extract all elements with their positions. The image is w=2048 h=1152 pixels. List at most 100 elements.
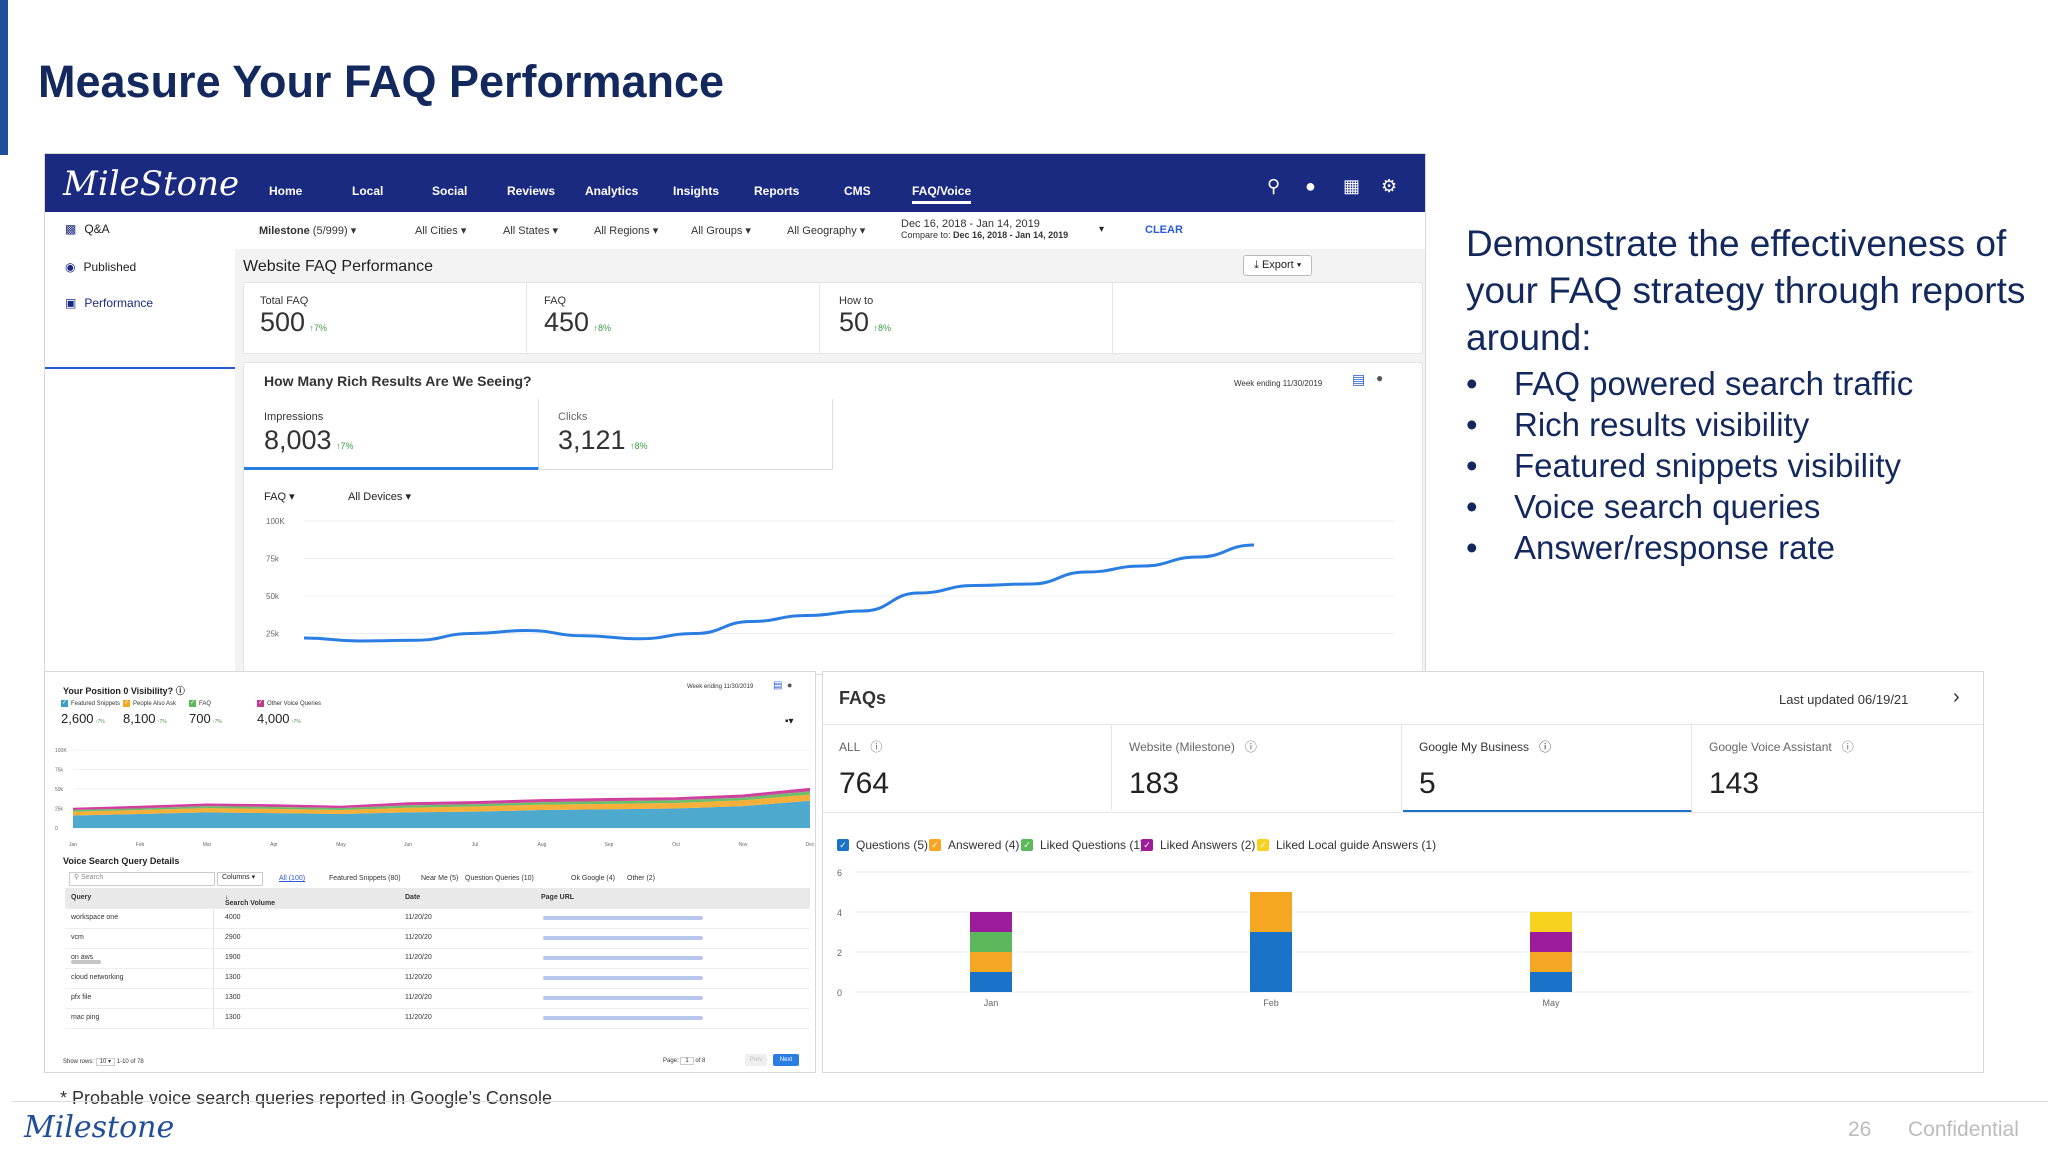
apps-grid-icon[interactable]: ▦ (1343, 176, 1361, 196)
clicks-tab[interactable]: Clicks 3,121 ↑8% (538, 399, 833, 470)
cities-filter[interactable]: All Cities ▾ (415, 225, 467, 237)
checkbox-icon[interactable]: ✓ (189, 700, 196, 707)
export-button[interactable]: ⤓ Export ▾ (1243, 255, 1313, 276)
gear-icon[interactable]: ⚙ (1381, 176, 1398, 196)
impressions-tab[interactable]: Impressions 8,003 ↑7% (244, 399, 539, 470)
checkbox-icon[interactable]: ✓ (123, 700, 130, 707)
table-row[interactable]: vcm 2900 11/20/20 (65, 928, 810, 949)
tab-other[interactable]: Other (2) (627, 875, 656, 882)
bar-segment[interactable] (1250, 892, 1292, 932)
sidebar-item-performance[interactable]: ▣ Performance (65, 296, 153, 310)
legend-item[interactable]: ✓ Liked Questions (1) (1021, 838, 1144, 852)
prev-button[interactable]: Prev (745, 1054, 767, 1066)
groups-filter[interactable]: All Groups ▾ (691, 225, 751, 237)
x-tick-label: Feb (136, 842, 145, 848)
table-row[interactable]: mac ping 1300 11/20/20 (65, 1008, 810, 1029)
legend-item[interactable]: ✓ Other Voice Queries 4,000 ↑7% (257, 700, 321, 726)
x-tick-label: Sep (605, 842, 614, 848)
table-row[interactable]: cloud networking 1300 11/20/20 (65, 968, 810, 989)
nav-home[interactable]: Home (269, 184, 303, 198)
legend-item[interactable]: ✓ Liked Answers (2) (1141, 838, 1255, 852)
clear-button[interactable]: CLEAR (1145, 224, 1183, 236)
legend-item[interactable]: ✓ Questions (5) (837, 838, 928, 852)
user-icon[interactable]: ● (1305, 176, 1316, 196)
legend-item[interactable]: ✓ Featured Snippets 2,600 ↑7% (61, 700, 120, 726)
columns-button[interactable]: Columns ▾ (217, 872, 263, 886)
search-icon[interactable]: ⚲ (1267, 176, 1281, 196)
table-row[interactable]: pfx file 1300 11/20/20 (65, 988, 810, 1009)
bar-segment[interactable] (1530, 952, 1572, 972)
legend-item[interactable]: ✓ Answered (4) (929, 838, 1019, 852)
sidebar-item-published[interactable]: ◉ Published (65, 260, 136, 274)
page-input[interactable]: 1 (680, 1057, 694, 1065)
table-row[interactable]: workspace one 4000 11/20/20 (65, 908, 810, 929)
checkbox-icon[interactable]: ✓ (257, 700, 264, 707)
tab-featured-snippets[interactable]: Featured Snippets (80) (329, 875, 401, 882)
location-pin-icon[interactable]: ● (1376, 371, 1384, 385)
nav-cms[interactable]: CMS (844, 184, 871, 198)
y-tick-label: 4 (837, 908, 842, 918)
stat-website[interactable]: Website (Milestone) ⓘ 183 (1113, 724, 1402, 810)
date-range-picker[interactable]: Dec 16, 2018 - Jan 14, 2019 Compare to: … (901, 218, 1068, 240)
tab-question-queries[interactable]: Question Queries (10) (465, 875, 534, 882)
stat-google-my-business[interactable]: Google My Business ⓘ 5 (1403, 724, 1692, 813)
next-button[interactable]: Next (773, 1054, 799, 1066)
legend-item[interactable]: ✓ People Also Ask 8,100 ↑7% (123, 700, 176, 726)
devices-dropdown[interactable]: All Devices ▾ (348, 491, 411, 503)
redacted-url[interactable] (543, 976, 703, 980)
stat-google-voice-assistant[interactable]: Google Voice Assistant ⓘ 143 (1693, 724, 1981, 810)
legend-item[interactable]: ✓ Liked Local guide Answers (1) (1257, 838, 1436, 852)
redacted-url[interactable] (543, 956, 703, 960)
geography-filter[interactable]: All Geography ▾ (787, 225, 866, 237)
column-header[interactable]: Search Volume ↓ (225, 894, 276, 907)
redacted-url[interactable] (543, 936, 703, 940)
tab-all[interactable]: All (100) (279, 875, 306, 882)
bar-segment[interactable] (1530, 912, 1572, 932)
faq-dropdown[interactable]: FAQ ▾ (264, 491, 295, 503)
column-header[interactable]: Query (71, 894, 92, 901)
redacted-url[interactable] (543, 1016, 703, 1020)
checkbox-icon[interactable]: ✓ (837, 839, 849, 851)
states-filter[interactable]: All States ▾ (503, 225, 559, 237)
location-pin-icon[interactable]: ● (787, 680, 793, 690)
nav-insights[interactable]: Insights (673, 184, 720, 198)
tab-ok-google[interactable]: Ok Google (4) (571, 875, 615, 882)
bar-segment[interactable] (970, 952, 1012, 972)
checkbox-icon[interactable]: ✓ (1021, 839, 1033, 851)
kpi-how-to: How to 50 ↑8% (839, 295, 1039, 338)
sidebar-item-qa[interactable]: ▩ Q&A (65, 222, 110, 236)
regions-filter[interactable]: All Regions ▾ (594, 225, 659, 237)
redacted-url[interactable] (543, 916, 703, 920)
rows-select[interactable]: 10 ▾ (95, 1058, 116, 1066)
search-input[interactable]: ⚲ Search (69, 872, 215, 886)
column-header[interactable]: Page URL (541, 894, 575, 901)
column-header[interactable]: Date (405, 894, 421, 901)
redacted-url[interactable] (543, 996, 703, 1000)
legend-item[interactable]: ✓ FAQ 700 ↑7% (189, 700, 222, 726)
checkbox-icon[interactable]: ✓ (61, 700, 68, 707)
building-icon[interactable]: ▤ (773, 680, 783, 691)
checkbox-icon[interactable]: ✓ (1257, 839, 1269, 851)
nav-local[interactable]: Local (352, 184, 384, 198)
chevron-down-icon[interactable]: ▾ (1099, 224, 1105, 235)
nav-reviews[interactable]: Reviews (507, 184, 556, 198)
nav-reports[interactable]: Reports (754, 184, 800, 198)
nav-faq-voice[interactable]: FAQ/Voice (912, 184, 972, 204)
bar-segment[interactable] (970, 932, 1012, 952)
stat-all[interactable]: ALL ⓘ 764 (823, 724, 1112, 810)
bar-segment[interactable] (970, 912, 1012, 932)
checkbox-icon[interactable]: ✓ (929, 839, 941, 851)
account-filter[interactable]: Milestone (5/999) ▾ (259, 225, 357, 237)
chart-type-icon[interactable]: ▪▾ (785, 716, 794, 727)
nav-analytics[interactable]: Analytics (585, 184, 639, 198)
tab-near-me[interactable]: Near Me (5) (421, 875, 459, 882)
checkbox-icon[interactable]: ✓ (1141, 839, 1153, 851)
building-icon[interactable]: ▤ (1352, 371, 1366, 387)
bar-segment[interactable] (1530, 972, 1572, 992)
bar-segment[interactable] (1530, 932, 1572, 952)
nav-social[interactable]: Social (432, 184, 468, 198)
chevron-right-icon[interactable]: › (1953, 686, 1960, 708)
bar-segment[interactable] (1250, 932, 1292, 992)
bar-segment[interactable] (970, 972, 1012, 992)
table-row[interactable]: on aws 1900 11/20/20 (65, 948, 810, 969)
